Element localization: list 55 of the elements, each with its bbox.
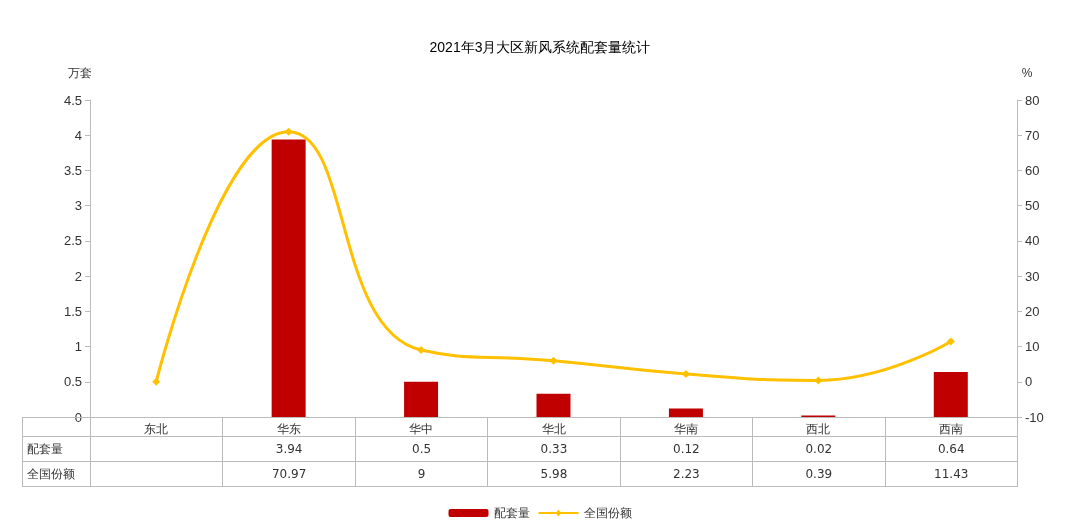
x-tick-label: 华北	[541, 422, 566, 436]
point	[417, 346, 426, 355]
x-tick-label: 华东	[276, 422, 301, 436]
bar	[404, 381, 439, 417]
data-label: 5.98	[487, 461, 621, 487]
y2-tick-label: 80	[1025, 92, 1040, 108]
point	[549, 356, 558, 365]
y2-tick-label: 30	[1025, 268, 1040, 284]
text: 配套量	[27, 441, 63, 456]
y2-tick-label: 40	[1025, 233, 1040, 249]
data-label: 0.39	[752, 461, 886, 487]
y-tick-label: 2.5	[63, 233, 82, 249]
y-tick-label: 4	[74, 127, 82, 143]
y2-tick-label: 60	[1025, 162, 1040, 178]
chart-title: 2021年3月大区新风系统配套量统计	[429, 39, 651, 55]
data-label: 3.94	[222, 436, 356, 462]
x-tick-label: 华中	[409, 422, 434, 436]
y2-tick-label: -10	[1025, 409, 1044, 425]
point	[152, 377, 161, 386]
point	[284, 127, 293, 136]
x-tick-label: 东北	[144, 422, 169, 436]
legend-label: 全国份额	[583, 506, 632, 520]
data-label: 0.12	[620, 436, 753, 462]
x-tick-label: 西南	[938, 422, 963, 436]
data-label: 11.43	[885, 461, 1018, 487]
y2-tick-label: 0	[1025, 374, 1033, 390]
bar	[536, 393, 571, 417]
y-tick-label: 2	[74, 268, 82, 284]
bar	[271, 139, 306, 417]
y2-axis-title: %	[1021, 66, 1033, 80]
bar	[668, 408, 703, 417]
y-tick-label: 3.5	[63, 162, 82, 178]
y2-tick-label: 20	[1025, 303, 1040, 319]
data-label: 70.97	[222, 461, 356, 487]
x-tick-label: 华南	[673, 422, 698, 436]
y2-tick-label: 70	[1025, 127, 1040, 143]
y-tick-label: 4.5	[63, 92, 82, 108]
bar	[933, 371, 968, 417]
data-label: 9	[355, 461, 488, 487]
point	[946, 337, 955, 346]
data-label: 2.23	[620, 461, 753, 487]
x-tick-label: 西北	[806, 422, 831, 436]
y-axis-title: 万套	[68, 66, 92, 80]
y-tick-label: 1	[74, 339, 82, 355]
y-tick-label: 3	[74, 198, 82, 214]
y-tick-label: 0.5	[63, 374, 82, 390]
y-tick-label: 1.5	[63, 303, 82, 319]
data-label: 0.5	[355, 436, 488, 462]
data-label: 0.02	[752, 436, 886, 462]
data-label: 0.33	[487, 436, 621, 462]
legend-label: 配套量	[493, 506, 530, 520]
text: 全国份额	[27, 466, 75, 481]
y2-tick-label: 50	[1025, 198, 1040, 214]
y2-tick-label: 10	[1025, 339, 1040, 355]
data-label: 0.64	[885, 436, 1018, 462]
